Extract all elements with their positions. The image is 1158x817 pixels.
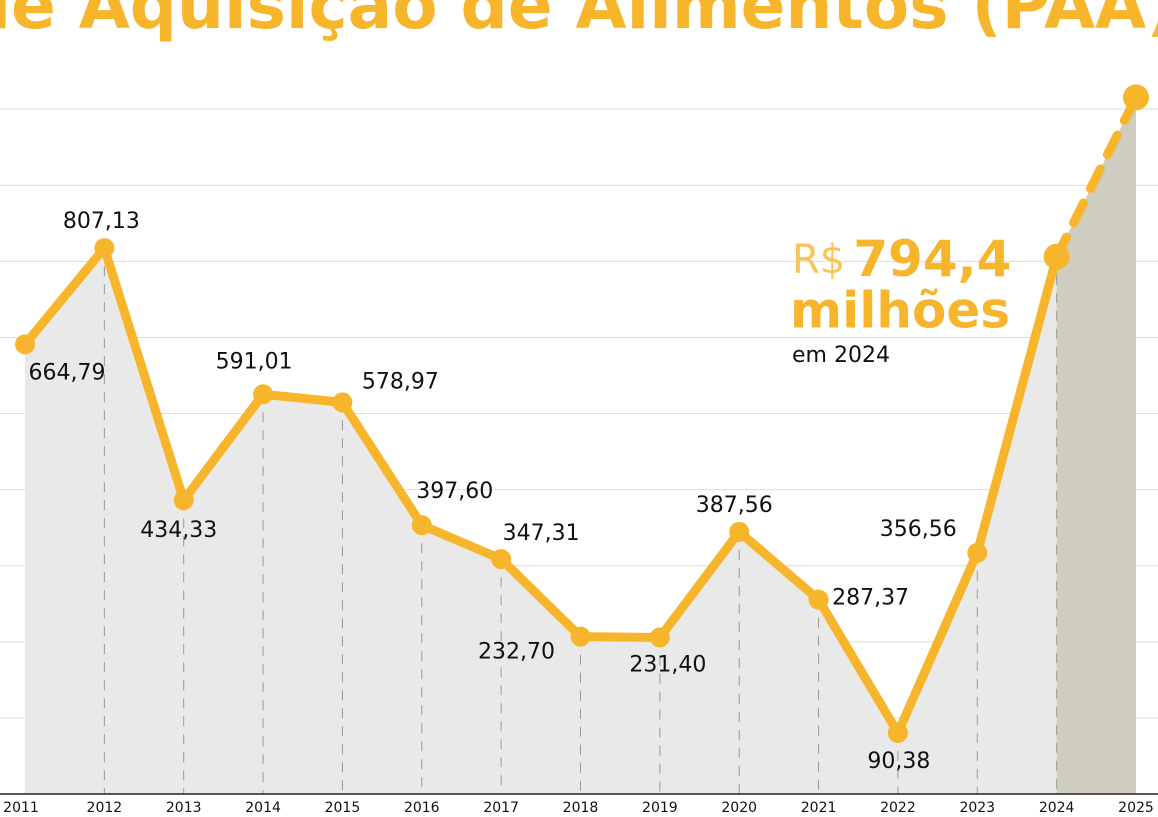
point [1043, 243, 1070, 270]
point [729, 521, 750, 542]
value-label: 90,38 [867, 749, 930, 774]
value-label: 356,56 [880, 517, 957, 542]
line [21, 243, 1061, 738]
point [15, 334, 35, 355]
x-tick-label: 2024 [1039, 800, 1075, 816]
annotation-note: em 2024 [792, 343, 890, 368]
x-tick-label: 2023 [959, 800, 995, 816]
x-tick-label: 2016 [404, 800, 440, 816]
annotation: R$ 794,4 [792, 230, 1011, 288]
x-tick-label: 2018 [563, 800, 599, 816]
x-tick-label: 2021 [801, 800, 837, 816]
annotation-unit: milhões [790, 282, 1010, 340]
x-tick-label: 2014 [245, 800, 281, 816]
annotation-prefix: R$ [792, 237, 845, 283]
point [491, 549, 512, 570]
point [649, 627, 670, 648]
value-label: 231,40 [629, 652, 706, 677]
forecast-area [1056, 97, 1136, 794]
value-label: 578,97 [362, 369, 439, 394]
x-tick-label: 2015 [325, 800, 361, 816]
x-tick-label: 2013 [166, 800, 202, 816]
x-tick-label: 2017 [483, 800, 519, 816]
x-tick-label: 2025 [1118, 800, 1154, 816]
point [967, 542, 988, 563]
x-tick-label: 2019 [642, 800, 678, 816]
point [94, 238, 115, 259]
value-label: 232,70 [478, 640, 555, 665]
point [1123, 84, 1149, 111]
point [411, 515, 432, 536]
value-label: 434,33 [140, 518, 217, 543]
forecast-line [1052, 92, 1141, 262]
x-tick-label: 2022 [880, 800, 916, 816]
point [253, 384, 274, 405]
area [25, 248, 1057, 795]
point [887, 722, 908, 743]
value-label: 664,79 [29, 360, 106, 385]
value-label: 397,60 [416, 479, 493, 504]
x-tick-label: 2020 [721, 800, 757, 816]
value-label: 387,56 [696, 493, 773, 518]
value-label: 287,37 [832, 586, 909, 611]
point [570, 626, 591, 647]
x-tick-label: 2011 [3, 800, 39, 816]
chart-title: de Aquisição de Alimentos (PAA) [0, 0, 1158, 44]
value-label: 591,01 [216, 349, 293, 374]
annotation-value: 794,4 [853, 230, 1011, 288]
x-tick-label: 2012 [87, 800, 123, 816]
point [808, 589, 829, 610]
value-label: 347,31 [503, 521, 580, 546]
point [332, 392, 353, 413]
point [173, 490, 194, 511]
value-label: 807,13 [63, 209, 140, 234]
